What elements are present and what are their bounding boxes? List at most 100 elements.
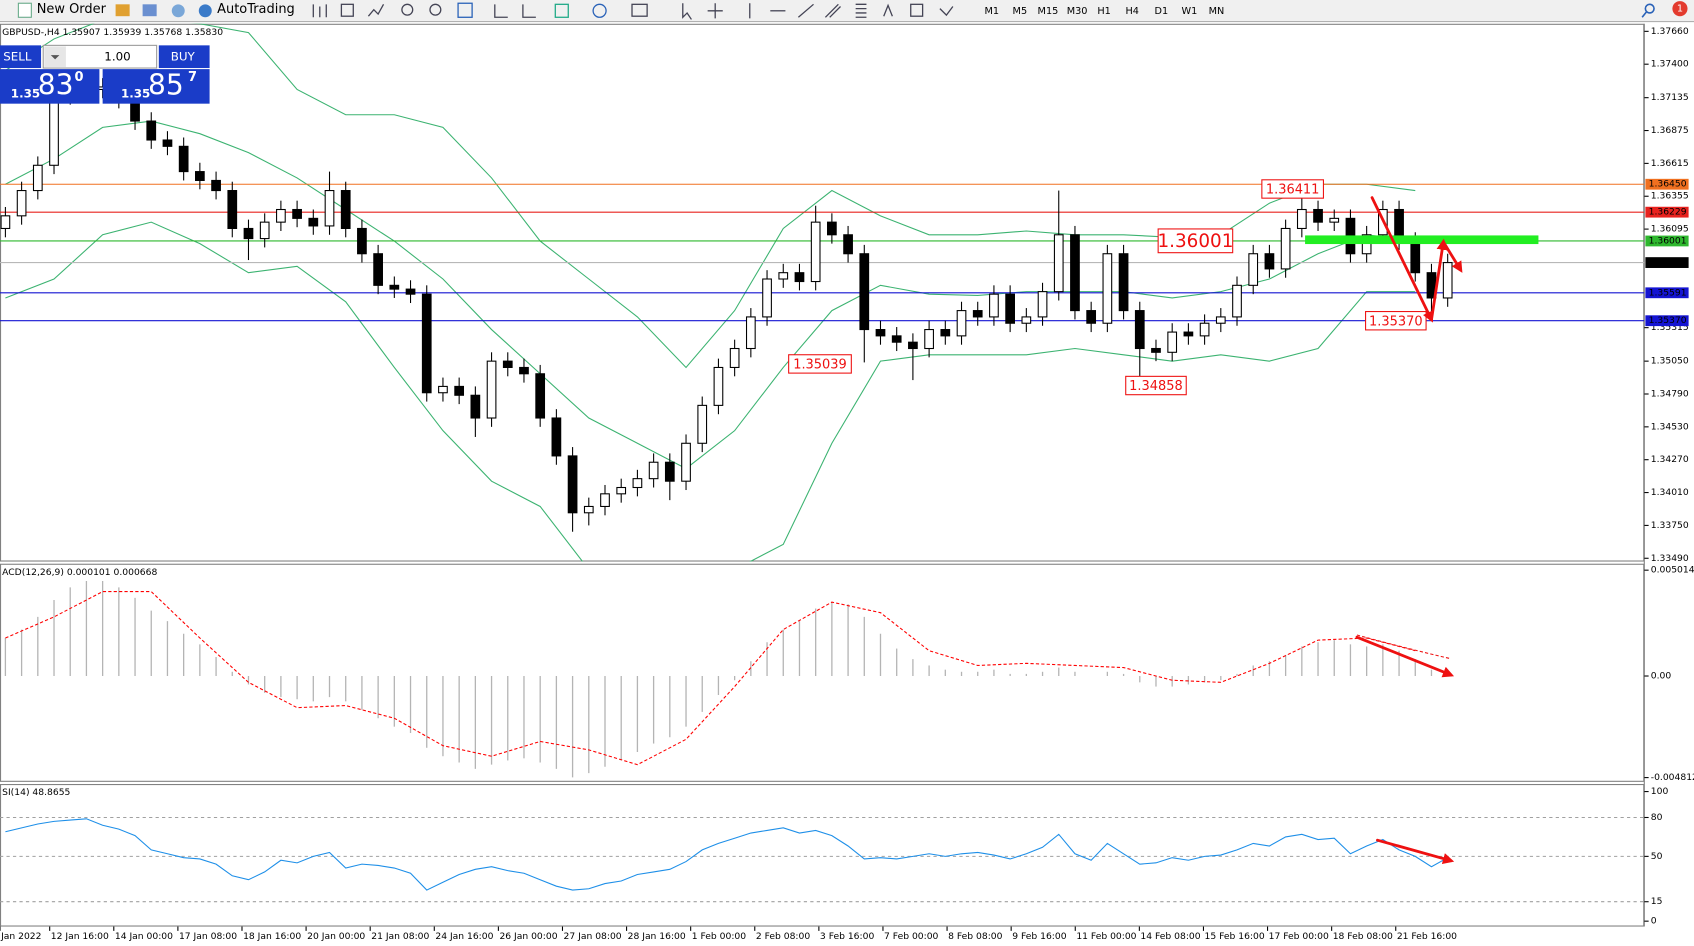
spinner-arrow [50, 55, 60, 60]
candle-body [778, 272, 789, 280]
x-tick-label: 15 Feb 16:00 [1205, 931, 1265, 942]
lots-input[interactable] [42, 44, 158, 69]
y-tick-label: 15 [1651, 896, 1663, 907]
candle-body [762, 278, 772, 318]
tool-line-icon[interactable] [367, 4, 385, 17]
x-tick-label: 21 Feb 16:00 [1397, 931, 1457, 942]
bollinger-band [5, 120, 1416, 470]
x-tick-label: 24 Jan 16:00 [435, 931, 493, 942]
timeframe-button[interactable]: MN [1209, 6, 1225, 17]
buy-button[interactable] [158, 45, 210, 69]
toolbar-icon[interactable] [142, 4, 157, 17]
bollinger-band [5, 221, 1416, 562]
price-annotation: 1.36001 [1157, 231, 1233, 252]
x-tick-label: 27 Jan 08:00 [564, 931, 622, 942]
sell-price-box[interactable] [0, 69, 100, 104]
candle-body [421, 293, 432, 394]
level-price-label: 1.35591 [1649, 287, 1687, 298]
candle-body [859, 253, 870, 331]
candle-body [292, 208, 302, 219]
level-price-box [1645, 206, 1689, 218]
x-tick-label: 8 Feb 08:00 [948, 931, 1003, 942]
price-annotation: 1.35370 [1369, 314, 1423, 329]
x-tick-label: Jan 2022 [0, 931, 41, 942]
notification-badge[interactable]: 1 [1672, 1, 1688, 17]
candle-body [1183, 331, 1194, 337]
drawn-arrows [1355, 196, 1463, 864]
candle-body [745, 316, 756, 350]
price-annotation-box [788, 354, 852, 374]
new-order-button[interactable]: New Order [17, 2, 107, 18]
candle-body [340, 190, 351, 230]
zoom-in-icon[interactable] [401, 3, 414, 16]
search-icon[interactable] [1641, 3, 1655, 18]
text-a-icon[interactable] [883, 3, 893, 17]
periods-icon[interactable] [592, 3, 607, 18]
notification-dot [1672, 1, 1688, 17]
candle-body [1361, 234, 1372, 255]
toolbar-icon[interactable] [115, 4, 130, 17]
templates-icon[interactable] [631, 3, 648, 17]
candle-body [616, 486, 627, 495]
y-tick-label: 1.37400 [1651, 59, 1689, 70]
candle-body [648, 461, 659, 480]
candle-body [1102, 253, 1113, 324]
lots-value: 1.00 [104, 50, 130, 64]
candle-body [729, 347, 740, 369]
sell-price-pips: 83 [38, 68, 74, 101]
timeframe-button[interactable]: M30 [1067, 6, 1088, 17]
candle-body [1232, 284, 1242, 318]
timeframe-button[interactable]: M15 [1038, 6, 1059, 17]
cursor-icon[interactable] [682, 3, 692, 20]
x-tick-label: 3 Feb 16:00 [820, 931, 875, 942]
indicators-icon[interactable] [554, 3, 569, 18]
tool-candles-icon[interactable] [340, 3, 354, 17]
sell-button[interactable] [0, 45, 42, 69]
crosshair-icon[interactable] [707, 3, 723, 19]
candle-body [1005, 293, 1015, 324]
autotrading-button[interactable]: AutoTrading [198, 2, 295, 18]
indicator-title: SI(14) 48.8655 [2, 787, 70, 798]
notification-count: 1 [1677, 4, 1683, 15]
candle-body [810, 221, 821, 283]
y-tick-label: 1.33490 [1651, 553, 1689, 564]
timeframe-button[interactable]: H4 [1125, 6, 1139, 17]
timeframe-button[interactable]: M1 [984, 6, 999, 17]
axes: GBPUSD-,H4 1.35907 1.35939 1.35768 1.358… [0, 26, 1694, 942]
timeframe-button[interactable]: W1 [1182, 6, 1198, 17]
timeframe-button[interactable]: D1 [1155, 6, 1169, 17]
toolbar-icon[interactable] [171, 4, 185, 18]
tile-icon[interactable] [457, 2, 473, 18]
candle-body [1313, 208, 1323, 223]
fibo-icon[interactable] [855, 3, 867, 18]
candle-body [178, 145, 189, 173]
toolbar-tools [312, 2, 954, 20]
chart-shift-icon[interactable] [522, 4, 536, 18]
price-annotation-box [1261, 179, 1324, 199]
tool-bars-icon[interactable] [312, 4, 327, 18]
timeframe-button[interactable]: M5 [1013, 6, 1028, 17]
channel-icon[interactable] [824, 3, 841, 18]
buy-price-pips: 85 [148, 68, 184, 101]
candle-body [438, 385, 448, 394]
candle-body [227, 190, 238, 230]
label-icon[interactable] [910, 3, 924, 17]
timeframe-button[interactable]: H1 [1097, 6, 1111, 17]
candle-body [1167, 331, 1178, 353]
arrows-icon[interactable] [939, 6, 954, 17]
candle-body [32, 164, 43, 192]
autoscroll-icon[interactable] [494, 4, 508, 18]
trendline-icon[interactable] [797, 3, 814, 18]
candle-body [1329, 217, 1340, 223]
y-tick-label: 0.00 [1651, 671, 1672, 682]
candle-body [1086, 310, 1097, 324]
candle-body [681, 442, 691, 482]
candle-body [519, 366, 529, 375]
buy-price-fraction: 7 [188, 70, 197, 85]
buy-price-box[interactable] [102, 69, 210, 104]
timeframe-bar: M1 M5 M15 M30 H1 H4 D1 W1 MN [984, 6, 1224, 17]
candle-body [1215, 316, 1226, 324]
zoom-out-icon[interactable] [429, 3, 442, 16]
